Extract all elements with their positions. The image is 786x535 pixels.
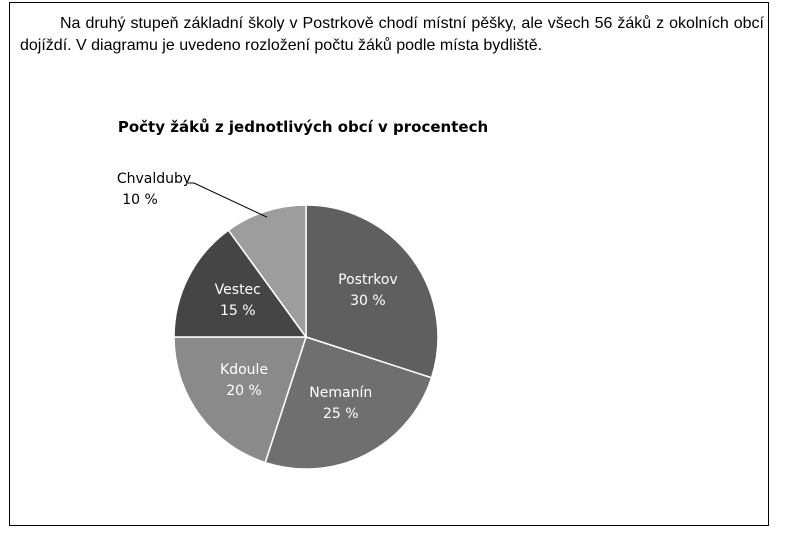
slice-value-vestec: 15 %	[220, 303, 256, 319]
slice-name-kdoule: Kdoule	[220, 362, 268, 378]
slice-name-postrkov: Postrkov	[338, 272, 398, 288]
slice-value-postrkov: 30 %	[350, 293, 386, 309]
pie-slice-chvalduby	[227, 204, 307, 340]
slice-name-vestec: Vestec	[215, 282, 261, 298]
chart-title: Počty žáků z jednotlivých obcí v procent…	[118, 118, 488, 136]
pie-slice-postrkov	[305, 204, 439, 379]
slice-value-nemanin: 25 %	[323, 406, 359, 422]
pie-slice-vestec	[173, 229, 308, 338]
slice-value-kdoule: 20 %	[226, 383, 262, 399]
pie-slice-kdoule	[173, 336, 308, 464]
intro-text: Na druhý stupeň základní školy v Postrko…	[20, 15, 764, 54]
slice-value-chvalduby: 10 %	[122, 192, 158, 208]
pie-slice-nemanin	[264, 336, 433, 470]
leader-line-chvalduby	[188, 182, 268, 218]
slice-name-chvalduby: Chvalduby	[117, 171, 191, 187]
slice-name-nemanin: Nemanín	[309, 385, 372, 401]
